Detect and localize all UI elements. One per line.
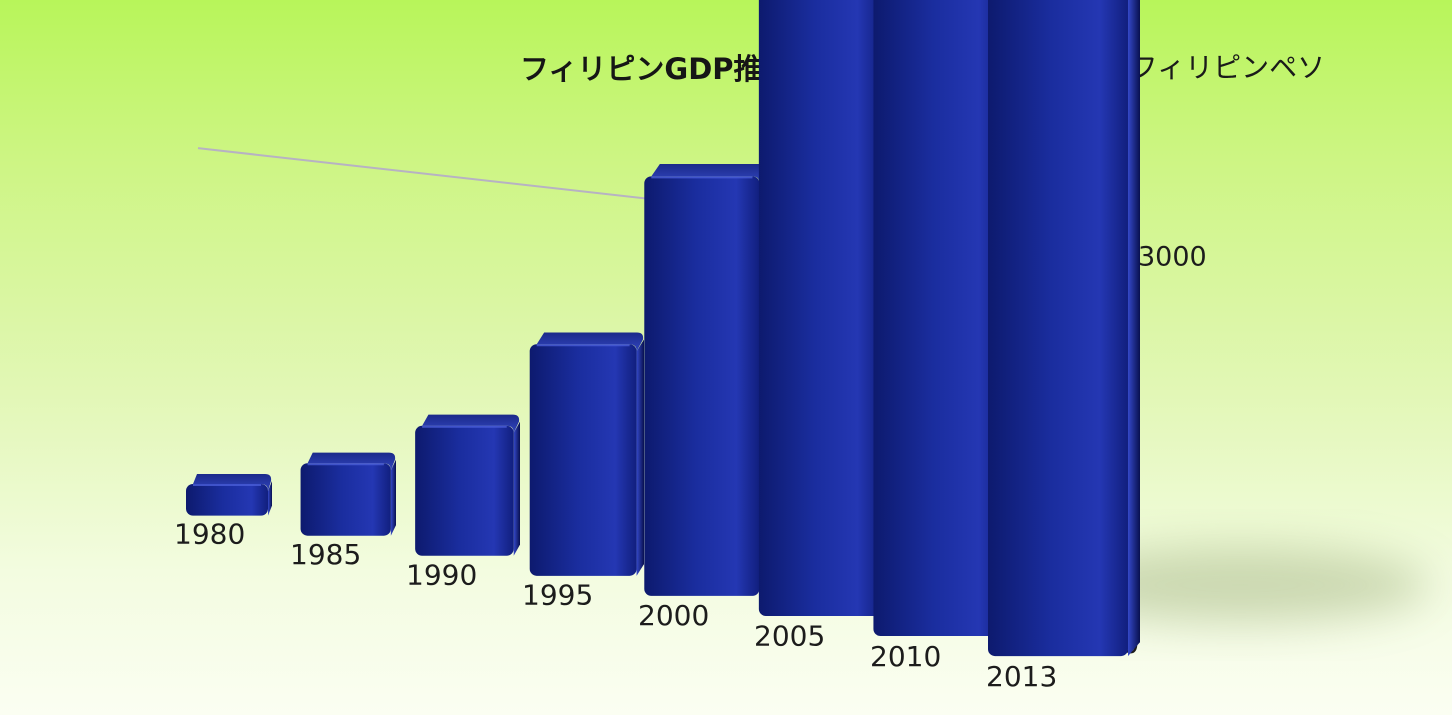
x-tick-label: 2000: [638, 599, 709, 632]
x-tick-label: 2010: [870, 640, 941, 673]
y-tick-label: 3000: [1138, 241, 1207, 272]
x-tick-label: 1980: [174, 518, 245, 551]
floor-shadow: [1050, 547, 1430, 623]
bar-side: [268, 480, 272, 516]
x-tick-label: 2005: [754, 619, 825, 652]
bar-top: [536, 332, 644, 352]
bar-1995: [529, 332, 644, 576]
bar-2000: [644, 164, 768, 596]
x-tick-label: 1995: [522, 579, 593, 612]
bar-1985: [300, 452, 396, 536]
bar-front: [415, 425, 514, 556]
bar-2013: [988, 0, 1140, 657]
bar-top: [422, 414, 520, 433]
x-tick-label: 1985: [290, 538, 361, 571]
bar-front: [186, 483, 268, 516]
bar-front: [758, 0, 883, 616]
bar-side: [390, 459, 396, 536]
bar-top: [651, 164, 768, 184]
bar-side: [513, 421, 520, 556]
bar-front: [644, 176, 760, 596]
bar-top: [193, 473, 272, 491]
bar-2005: [758, 0, 892, 616]
x-tick-label: 1990: [406, 558, 477, 591]
x-tick-label: 2013: [986, 660, 1057, 693]
bar-top: [307, 452, 396, 471]
bar-front: [873, 0, 1006, 637]
chart-title: フィリピンGDP推移: [520, 52, 792, 86]
bar-1980: [186, 473, 272, 516]
bar-front: [529, 344, 637, 576]
bar-side: [1128, 0, 1140, 657]
bar-1990: [415, 414, 520, 556]
bar-side: [636, 339, 644, 576]
bar-front: [300, 463, 391, 536]
bar-front: [988, 0, 1128, 657]
